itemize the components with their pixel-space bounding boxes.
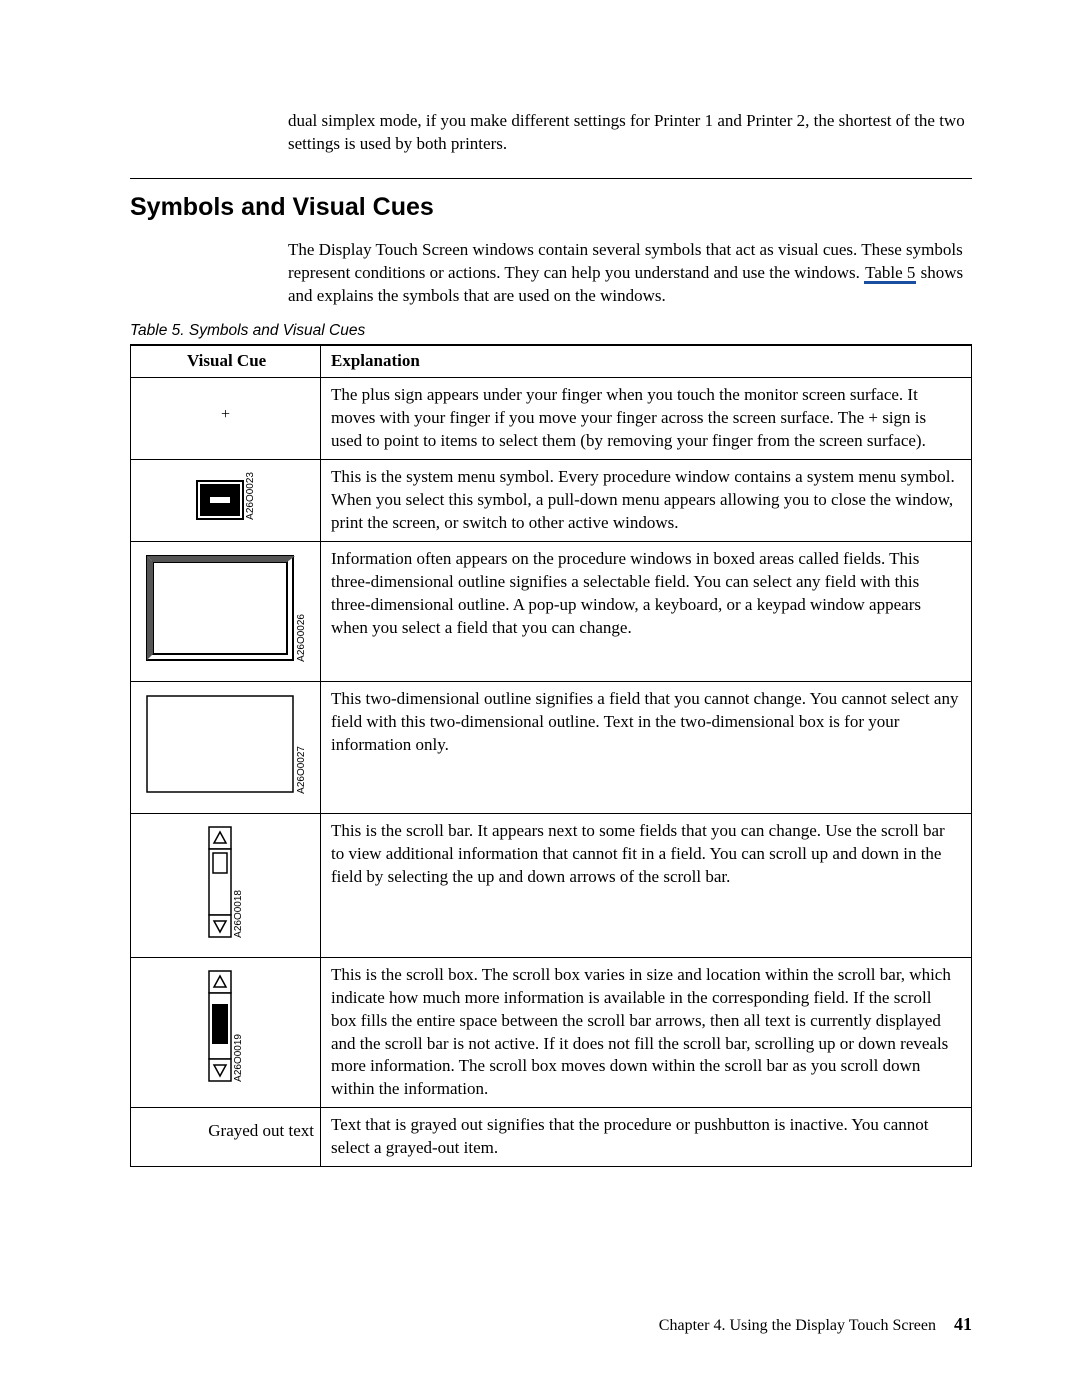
footer-chapter: Chapter 4. Using the Display Touch Scree…	[659, 1317, 936, 1334]
selectable-field-icon	[145, 554, 295, 662]
cue-graphic-wrap: A26O0023	[196, 472, 256, 520]
visual-cue-cell: Grayed out text	[131, 1108, 321, 1167]
page-content: dual simplex mode, if you make different…	[0, 0, 1080, 1167]
cue-graphic-wrap: A26O0026	[145, 554, 307, 662]
table-row: A26O0026 Information often appears on the…	[131, 541, 972, 681]
visual-cue-cell: A26O0027	[131, 681, 321, 813]
cue-graphic-wrap: A26O0027	[145, 694, 307, 794]
scrollbar-icon	[208, 826, 232, 938]
table-row: A26O0023 This is the system menu symbol. …	[131, 460, 972, 542]
col-header-cue: Visual Cue	[131, 345, 321, 377]
explanation-cell: This is the system menu symbol. Every pr…	[321, 460, 972, 542]
grayed-out-text-label: Grayed out text	[208, 1121, 314, 1140]
cue-ref-label: A26O0026	[297, 614, 307, 662]
readonly-field-icon	[145, 694, 295, 794]
page-footer: Chapter 4. Using the Display Touch Scree…	[659, 1312, 972, 1337]
explanation-cell: This two-dimensional outline signifies a…	[321, 681, 972, 813]
intro-text-before: The Display Touch Screen windows contain…	[288, 240, 963, 282]
table-header-row: Visual Cue Explanation	[131, 345, 972, 377]
visual-cue-cell: A26O0026	[131, 541, 321, 681]
section-rule	[130, 178, 972, 179]
footer-page-number: 41	[954, 1314, 972, 1334]
explanation-cell: Text that is grayed out signifies that t…	[321, 1108, 972, 1167]
cue-ref-label: A26O0019	[234, 1034, 244, 1082]
table-row: Grayed out text Text that is grayed out s…	[131, 1108, 972, 1167]
table-row: A26O0019 This is the scroll box. The scro…	[131, 957, 972, 1108]
table-caption: Table 5. Symbols and Visual Cues	[130, 321, 972, 342]
table-row: + The plus sign appears under your finger…	[131, 378, 972, 460]
explanation-cell: The plus sign appears under your finger …	[321, 378, 972, 460]
table-row: A26O0018 This is the scroll bar. It appea…	[131, 813, 972, 957]
intro-paragraph: The Display Touch Screen windows contain…	[288, 239, 972, 308]
cue-ref-label: A26O0018	[234, 890, 244, 938]
explanation-cell: Information often appears on the procedu…	[321, 541, 972, 681]
table-row: A26O0027 This two-dimensional outline sig…	[131, 681, 972, 813]
explanation-cell: This is the scroll bar. It appears next …	[321, 813, 972, 957]
cue-graphic-wrap: A26O0018	[208, 826, 244, 938]
visual-cue-cell: A26O0023	[131, 460, 321, 542]
scrollbox-icon	[208, 970, 232, 1082]
visual-cue-cell: +	[131, 378, 321, 460]
visual-cue-cell: A26O0018	[131, 813, 321, 957]
lead-paragraph: dual simplex mode, if you make different…	[288, 110, 972, 156]
visual-cue-cell: A26O0019	[131, 957, 321, 1108]
visual-cues-table: Visual Cue Explanation + The plus sign ap…	[130, 344, 972, 1167]
explanation-cell: This is the scroll box. The scroll box v…	[321, 957, 972, 1108]
col-header-exp: Explanation	[321, 345, 972, 377]
cue-ref-label: A26O0023	[246, 472, 256, 520]
cue-graphic-wrap: A26O0019	[208, 970, 244, 1082]
table-cross-ref-link[interactable]: Table 5	[864, 263, 916, 283]
cue-ref-label: A26O0027	[297, 746, 307, 794]
plus-icon: +	[221, 404, 230, 426]
section-heading: Symbols and Visual Cues	[130, 191, 972, 225]
system-menu-icon	[196, 480, 244, 520]
